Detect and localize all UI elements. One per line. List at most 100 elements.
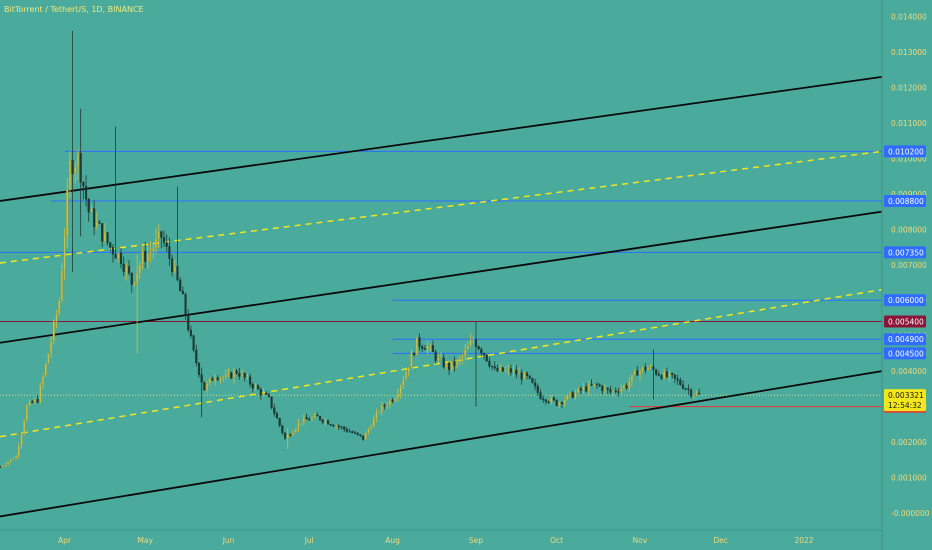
candle-body — [520, 372, 523, 380]
candle-body — [593, 383, 596, 386]
candle-body — [251, 384, 254, 389]
candle-body — [388, 399, 391, 406]
candle-body — [192, 335, 195, 351]
candle-body — [318, 415, 322, 421]
candle-body — [41, 375, 45, 386]
candle-body — [55, 313, 58, 322]
candle-body — [695, 392, 698, 396]
candle-body — [396, 393, 400, 400]
price-tick-label: 0.014000 — [891, 13, 927, 22]
candle-body — [200, 374, 203, 383]
candle-body — [445, 362, 448, 368]
candle-body — [232, 370, 235, 379]
candle-body — [206, 383, 209, 391]
level-badge-label: 0.006000 — [888, 296, 924, 305]
candle-body — [63, 236, 66, 271]
candle-body — [512, 369, 515, 373]
candle-body — [246, 376, 249, 378]
candle-body — [160, 231, 163, 238]
candle-body — [386, 405, 389, 407]
candle-body — [136, 272, 139, 283]
candle-body — [15, 455, 18, 460]
time-tick-label: Dec — [713, 536, 728, 545]
candle-body — [550, 397, 553, 403]
candle-body — [171, 258, 174, 272]
candle-body — [133, 282, 136, 285]
channel-lines[interactable] — [0, 76, 883, 518]
candle-body — [612, 390, 615, 393]
candle-body — [60, 270, 63, 302]
candle-body — [458, 358, 461, 360]
candle-body — [423, 348, 426, 350]
candle-body — [636, 370, 639, 376]
candle-body — [690, 389, 693, 397]
candle-body — [93, 208, 96, 227]
candle-body — [547, 401, 550, 403]
candle-body — [313, 414, 316, 418]
candle-body — [222, 377, 225, 379]
time-tick-label: Apr — [58, 536, 72, 545]
candle-body — [343, 426, 346, 430]
candle-body — [641, 366, 644, 371]
candle-body — [189, 329, 192, 336]
candle-body — [429, 345, 432, 347]
candle-body — [275, 413, 279, 419]
candle-body — [439, 357, 443, 359]
candle-body — [598, 384, 601, 387]
candle-body — [525, 372, 529, 376]
candle-body — [184, 293, 187, 316]
candle-body — [283, 432, 287, 439]
candle-body — [418, 337, 421, 347]
candle-body — [9, 459, 12, 462]
candle-body — [383, 404, 386, 407]
candle-body — [224, 374, 227, 378]
candle-body — [652, 366, 655, 371]
candle-body — [25, 405, 28, 421]
candle-body — [507, 368, 510, 371]
candle-body — [302, 417, 305, 423]
candle-body — [353, 432, 357, 434]
candle-body — [141, 251, 144, 265]
candle-body — [335, 425, 338, 427]
candle-body — [579, 388, 582, 391]
candle-body — [84, 186, 88, 200]
candle-body — [44, 363, 47, 376]
time-axis[interactable]: Apr May Jun Jul Aug Sep Oct Nov Dec 2022 — [0, 529, 882, 545]
candle-body — [305, 417, 308, 420]
candle-body — [238, 372, 241, 377]
candle-body — [585, 386, 588, 392]
candle-body — [17, 445, 20, 457]
candle-body — [28, 401, 31, 406]
candle-body — [340, 426, 343, 428]
candle-body — [485, 354, 488, 362]
candle-body — [380, 404, 383, 413]
price-tick-label: 0.009000 — [891, 190, 927, 199]
candle-body — [638, 370, 642, 376]
candle-body — [130, 272, 133, 285]
candle-body — [504, 369, 507, 372]
candle-body — [617, 391, 620, 393]
price-axis[interactable]: 0.014000 0.013000 0.012000 0.011000 0.010000… — [881, 0, 930, 550]
candle-body — [87, 199, 90, 213]
candle-body — [119, 252, 123, 265]
candle-body — [33, 399, 37, 403]
candle-body — [523, 372, 526, 380]
candle-body — [539, 392, 542, 400]
candle-body — [240, 373, 244, 377]
candle-body — [162, 237, 166, 243]
time-tick-label: Jul — [304, 536, 314, 545]
candle-body — [574, 392, 577, 398]
candle-body — [528, 375, 531, 379]
candle-body — [308, 419, 311, 421]
time-tick-label: Sep — [469, 536, 483, 545]
candle-body — [39, 384, 42, 403]
candle-body — [663, 371, 666, 379]
candle-body — [337, 425, 340, 428]
candle-body — [168, 246, 171, 259]
candle-body — [294, 428, 297, 433]
time-tick-label: May — [137, 536, 153, 545]
candle-body — [165, 242, 168, 247]
level-badge-0.004900 — [884, 333, 926, 346]
candle-body — [235, 370, 238, 374]
